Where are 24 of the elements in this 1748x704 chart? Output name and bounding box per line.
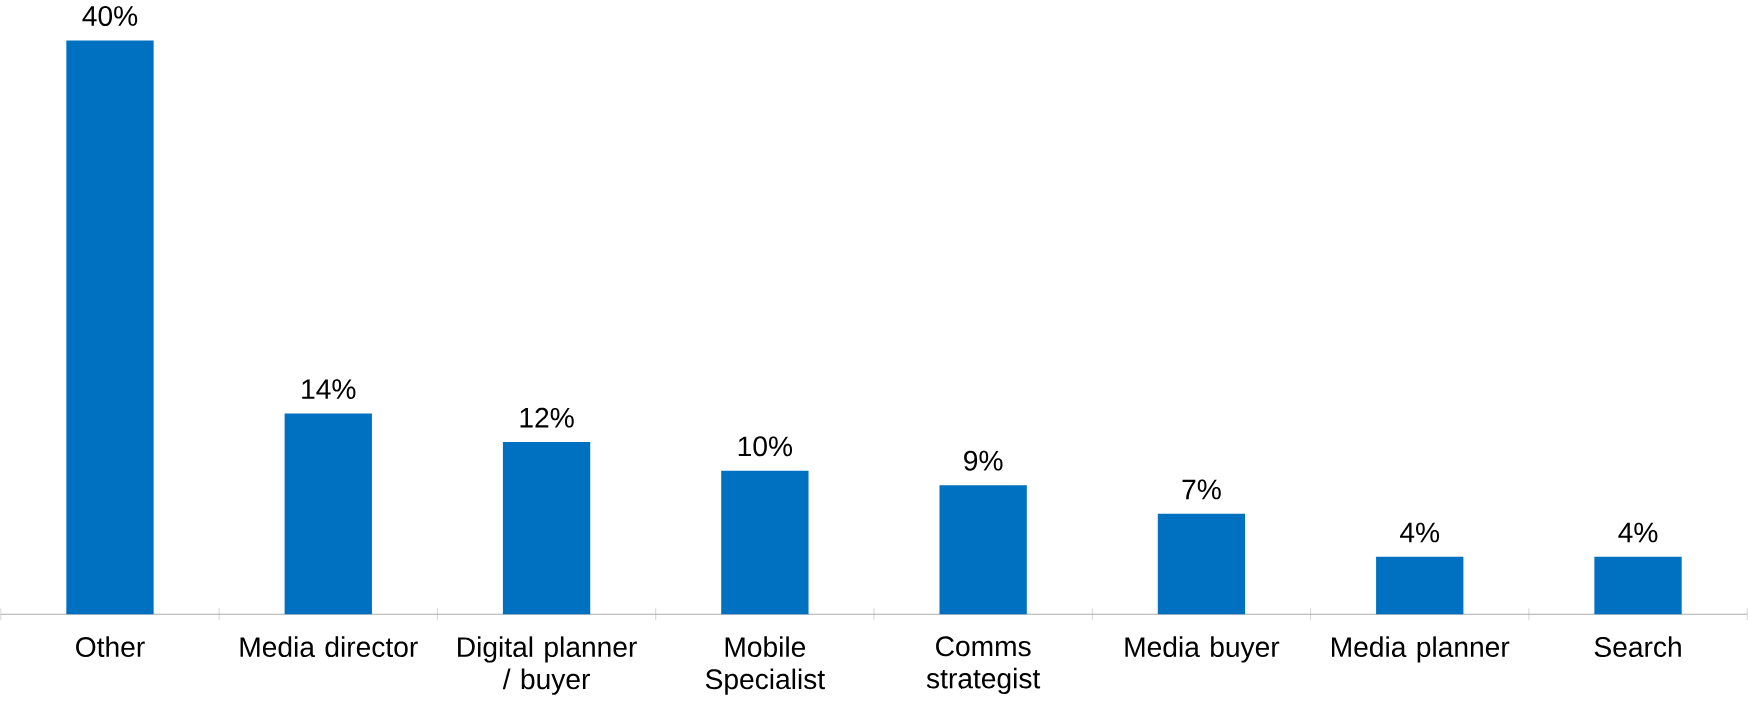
x-tick-label: Media planner <box>1332 636 1510 663</box>
bar <box>502 442 591 615</box>
x-tick-label: Mobile Specialist <box>705 636 825 695</box>
bar <box>1376 556 1464 615</box>
bar <box>721 470 809 615</box>
bar <box>284 413 372 615</box>
x-tick-label: Search <box>1594 636 1681 657</box>
x-tick-label: Digital planner / buyer <box>458 636 637 695</box>
data-label: 9% <box>964 450 1003 471</box>
x-tick-label: Media buyer <box>1125 636 1280 663</box>
bar <box>66 40 154 615</box>
data-label: 40% <box>82 5 138 26</box>
data-label: 12% <box>520 407 574 428</box>
x-tick-label: Media director <box>240 636 418 657</box>
data-label: 7% <box>1182 479 1221 500</box>
data-label: 10% <box>738 436 793 457</box>
data-label: 14% <box>302 379 356 399</box>
bar <box>939 485 1027 615</box>
x-tick-label: Other <box>76 636 145 657</box>
bar <box>1594 556 1682 615</box>
x-tick-label: Comms strategist <box>926 636 1041 694</box>
bar <box>1157 513 1246 615</box>
data-label: 4% <box>1618 522 1658 543</box>
data-label: 4% <box>1400 522 1440 543</box>
